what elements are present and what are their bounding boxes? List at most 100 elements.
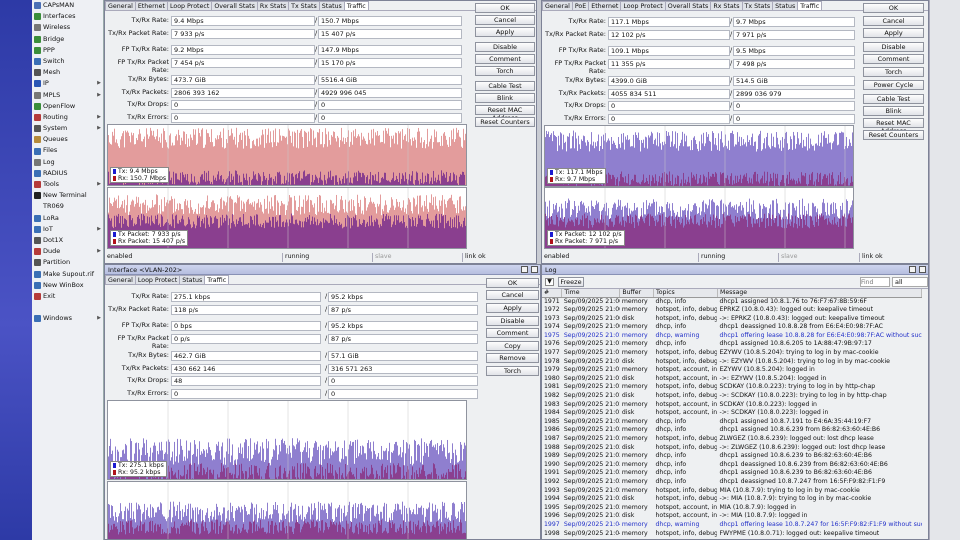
tab-overall-stats[interactable]: Overall Stats [664, 1, 712, 10]
sidebar-item-ip[interactable]: IP ▶ [34, 78, 104, 89]
tab-traffic[interactable]: Traffic [343, 1, 369, 10]
column-header-number[interactable]: # [542, 289, 563, 298]
disable-button[interactable]: Disable [486, 316, 539, 326]
tab-loop-protect[interactable]: Loop Protect [166, 1, 213, 10]
comment-button[interactable]: Comment [863, 54, 924, 64]
column-header-topics[interactable]: Topics [653, 289, 718, 298]
remove-button[interactable]: Remove [486, 353, 539, 363]
cable-test-button[interactable]: Cable Test [475, 81, 535, 91]
find-input[interactable] [860, 277, 890, 287]
tab-status[interactable]: Status [772, 1, 799, 10]
sidebar-item-tr069[interactable]: TR069 [34, 201, 104, 212]
disable-button[interactable]: Disable [863, 42, 924, 52]
filter-select[interactable]: all [892, 277, 928, 287]
sidebar-item-capsman[interactable]: CAPsMAN [34, 0, 104, 11]
blink-button[interactable]: Blink [475, 93, 535, 103]
cancel-button[interactable]: Cancel [486, 290, 539, 300]
comment-button[interactable]: Comment [486, 328, 539, 338]
copy-button[interactable]: Copy [486, 341, 539, 351]
tab-general[interactable]: General [542, 1, 573, 10]
cancel-button[interactable]: Cancel [863, 16, 924, 26]
sidebar-item-files[interactable]: Files [34, 145, 104, 156]
torch-button[interactable]: Torch [486, 366, 539, 376]
comment-button[interactable]: Comment [475, 54, 535, 64]
filter-icon[interactable]: ▼ [545, 278, 554, 286]
power-cycle-button[interactable]: Power Cycle [863, 80, 924, 90]
sidebar-item-dot1x[interactable]: Dot1X [34, 235, 104, 246]
sidebar-item-openflow[interactable]: OpenFlow [34, 101, 104, 112]
window-titlebar[interactable]: Interface <VLAN-202> [105, 265, 540, 275]
tab-rx-stats[interactable]: Rx Stats [256, 1, 290, 10]
sidebar-item-partition[interactable]: Partition [34, 257, 104, 268]
tab-status[interactable]: Status [179, 275, 206, 284]
sidebar-item-make-supout-rif[interactable]: Make Supout.rif [34, 269, 104, 280]
ok-button[interactable]: OK [475, 3, 535, 13]
sidebar-item-new-winbox[interactable]: New WinBox [34, 280, 104, 291]
ok-button[interactable]: OK [863, 3, 924, 13]
sidebar-item-tools[interactable]: Tools ▶ [34, 179, 104, 190]
tab-overall-stats[interactable]: Overall Stats [211, 1, 258, 10]
disable-button[interactable]: Disable [475, 42, 535, 52]
tab-status[interactable]: Status [318, 1, 345, 10]
sidebar-item-windows[interactable]: Windows ▶ [34, 313, 104, 324]
blink-button[interactable]: Blink [863, 106, 924, 116]
tab-loop-protect[interactable]: Loop Protect [620, 1, 666, 10]
column-header-message[interactable]: Message [717, 289, 923, 298]
right-scroll-strip[interactable] [929, 0, 960, 540]
column-header-time[interactable]: Time [561, 289, 621, 298]
reset-mac-address-button[interactable]: Reset MAC Address [475, 105, 535, 122]
column-header-buffer[interactable]: Buffer [619, 289, 654, 298]
sidebar-item-system[interactable]: System ▶ [34, 123, 104, 134]
tab-poe[interactable]: PoE [571, 1, 590, 10]
torch-button[interactable]: Torch [863, 67, 924, 77]
sidebar-item-routing[interactable]: Routing ▶ [34, 112, 104, 123]
sidebar-item-wireless[interactable]: Wireless [34, 22, 104, 33]
sidebar-item-iot[interactable]: IoT ▶ [34, 224, 104, 235]
sidebar-item-mpls[interactable]: MPLS ▶ [34, 90, 104, 101]
sidebar-item-dude[interactable]: Dude ▶ [34, 246, 104, 257]
reset-counters-button[interactable]: Reset Counters [863, 130, 924, 140]
minimize-icon[interactable] [909, 266, 916, 273]
close-icon[interactable] [919, 266, 926, 273]
reset-counters-button[interactable]: Reset Counters [475, 117, 535, 127]
sidebar-item-mesh[interactable]: Mesh [34, 67, 104, 78]
tab-general[interactable]: General [105, 275, 136, 284]
tab-loop-protect[interactable]: Loop Protect [134, 275, 181, 284]
sidebar-item-interfaces[interactable]: Interfaces [34, 11, 104, 22]
cable-test-button[interactable]: Cable Test [863, 94, 924, 104]
sidebar-item-exit[interactable]: Exit [34, 291, 104, 302]
tab-rx-stats[interactable]: Rx Stats [710, 1, 743, 10]
sidebar-item-lora[interactable]: LoRa [34, 213, 104, 224]
tab-general[interactable]: General [105, 1, 136, 10]
tab-ethernet[interactable]: Ethernet [588, 1, 622, 10]
sidebar-item-radius[interactable]: RADIUS [34, 168, 104, 179]
sidebar-item-ppp[interactable]: PPP [34, 45, 104, 56]
cancel-button[interactable]: Cancel [475, 15, 535, 25]
torch-button[interactable]: Torch [475, 66, 535, 76]
